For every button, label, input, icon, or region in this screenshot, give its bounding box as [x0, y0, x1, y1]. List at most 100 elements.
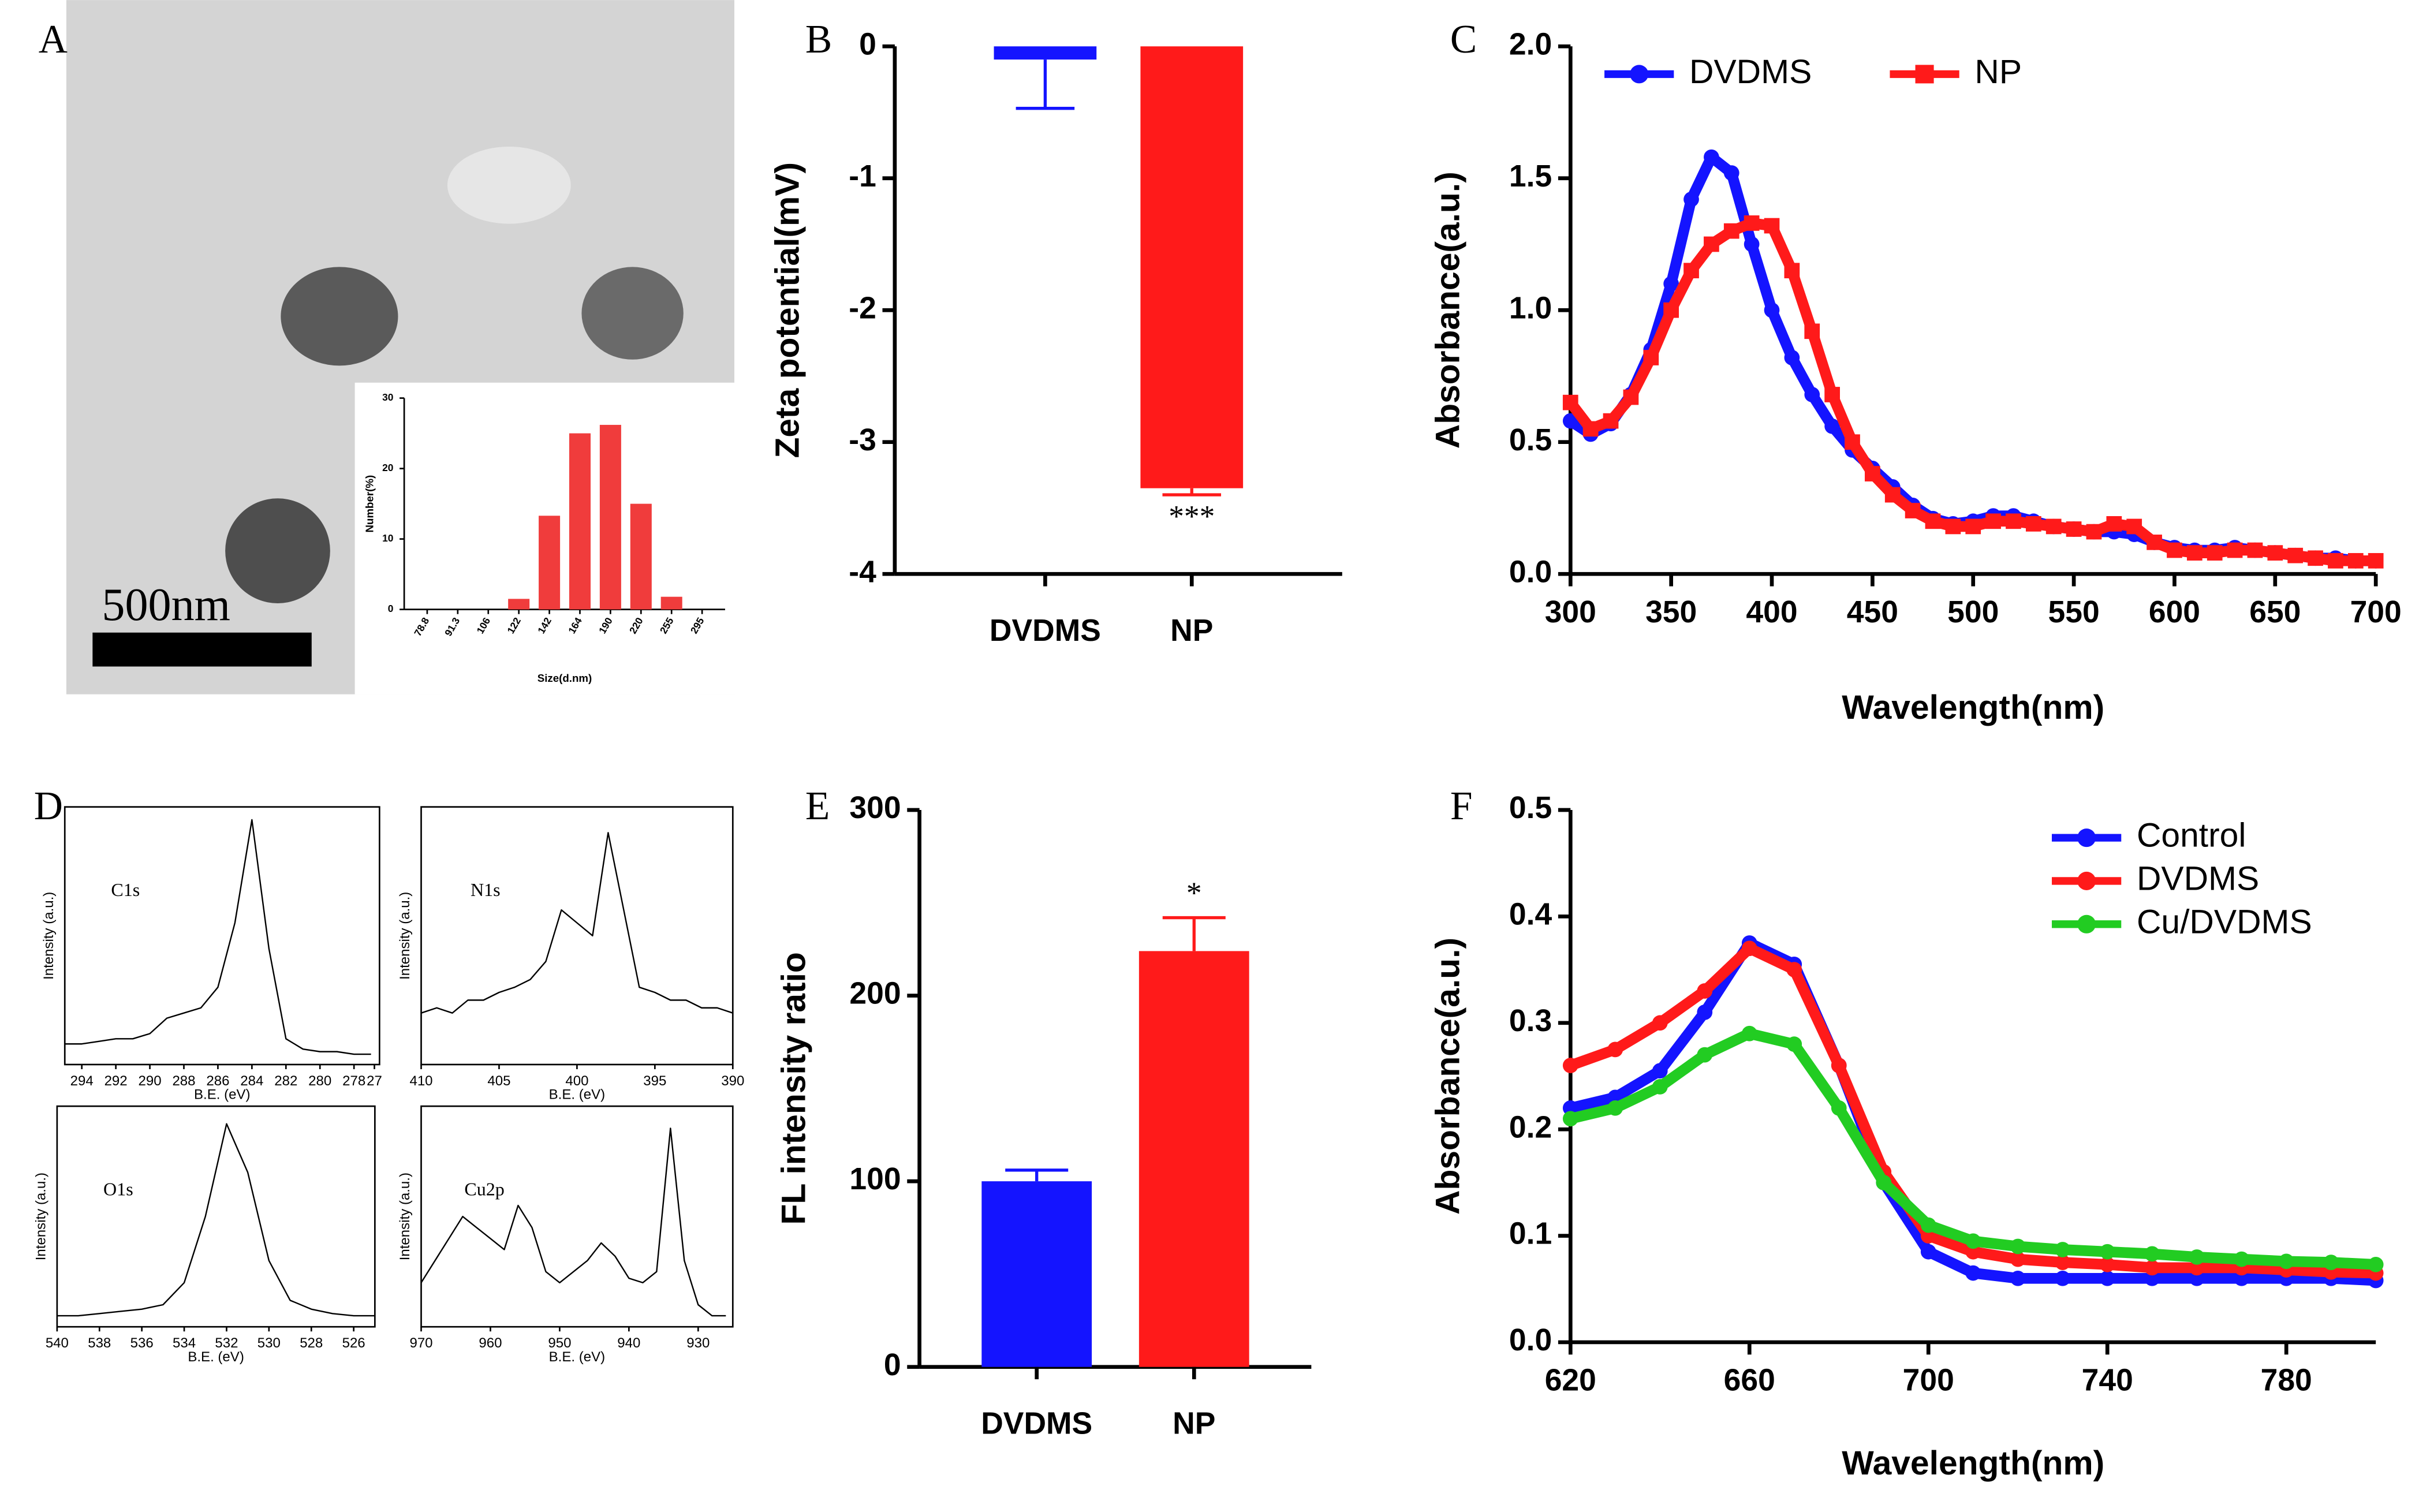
x-tick-label: 27 — [367, 1073, 382, 1089]
data-point — [2189, 1249, 2205, 1265]
y-tick-label: 200 — [849, 977, 901, 1011]
data-point — [1920, 1244, 1936, 1260]
panel-label: B — [805, 17, 832, 62]
data-point — [1824, 387, 1840, 402]
y-tick-label: 1.5 — [1509, 159, 1552, 193]
data-point — [1607, 1041, 1623, 1058]
data-point — [2167, 542, 2182, 558]
x-tick-label: 410 — [409, 1073, 432, 1089]
data-point — [1764, 218, 1780, 234]
data-point — [1607, 1100, 1623, 1116]
x-tick-label: 780 — [2261, 1364, 2312, 1398]
x-tick-label: 300 — [1545, 595, 1596, 629]
data-point — [2144, 1270, 2160, 1286]
data-point — [1831, 1100, 1847, 1116]
data-point — [1985, 513, 2001, 529]
x-tick-label: 286 — [206, 1073, 229, 1089]
x-tick-label: 450 — [1847, 595, 1898, 629]
legend-label: DVDMS — [1689, 53, 1812, 91]
y-tick-label: -1 — [849, 159, 876, 193]
x-tick-label: 660 — [1724, 1364, 1775, 1398]
bar — [660, 596, 682, 610]
data-point — [2368, 552, 2384, 569]
data-point — [1723, 165, 1739, 181]
y-tick-label: 0 — [388, 603, 394, 614]
data-point — [1741, 1025, 1757, 1041]
x-tick-label: 534 — [173, 1335, 196, 1351]
x-tick-label: 350 — [1645, 595, 1697, 629]
data-point — [1764, 302, 1780, 318]
data-point — [1786, 1036, 1802, 1052]
bar — [981, 1181, 1092, 1367]
data-point — [2025, 516, 2041, 532]
x-tick-label: 740 — [2082, 1364, 2133, 1398]
data-point — [1905, 503, 1921, 518]
data-point — [1945, 518, 1961, 535]
panel-label: E — [805, 784, 830, 828]
x-tick-label: 960 — [479, 1335, 502, 1351]
y-tick-label: 100 — [849, 1162, 901, 1196]
data-point — [2055, 1242, 2071, 1257]
data-point — [2106, 516, 2122, 532]
data-point — [2006, 513, 2021, 529]
data-point — [2323, 1255, 2339, 1271]
data-point — [2144, 1260, 2160, 1276]
x-tick-label: 532 — [215, 1335, 238, 1351]
y-axis-title: Intensity (a.u.) — [41, 892, 57, 980]
data-point — [1697, 1047, 1713, 1063]
y-tick-label: 0.1 — [1509, 1217, 1552, 1251]
x-axis-title: Size(d.nm) — [537, 672, 592, 684]
panel-label: F — [1450, 784, 1473, 828]
x-axis-title: Wavelength(nm) — [1842, 689, 2104, 726]
x-tick-label: 280 — [308, 1073, 331, 1089]
x-tick-label: 950 — [548, 1335, 571, 1351]
series-line — [57, 1123, 375, 1317]
data-point — [2267, 545, 2283, 561]
data-point — [1831, 1058, 1847, 1073]
x-tick-label: 288 — [172, 1073, 195, 1089]
legend-label: DVDMS — [2137, 860, 2259, 897]
x-tick-label: 526 — [342, 1335, 365, 1351]
y-tick-label: -3 — [849, 423, 876, 457]
x-tick-label: 294 — [70, 1073, 94, 1089]
x-axis-title: B.E. (eV) — [194, 1087, 251, 1103]
y-tick-label: 30 — [382, 391, 393, 403]
data-point — [1704, 236, 1719, 252]
y-tick-label: 20 — [382, 462, 393, 473]
data-point — [2010, 1251, 2026, 1267]
data-point — [1562, 1058, 1578, 1073]
series-line — [421, 832, 733, 1014]
data-point — [2368, 1256, 2384, 1272]
data-point — [2066, 521, 2082, 537]
panel-title: N1s — [471, 879, 501, 900]
y-tick-label: 10 — [382, 532, 393, 544]
data-point — [2010, 1270, 2026, 1286]
x-tick-label: 400 — [565, 1073, 588, 1089]
legend-label: NP — [1974, 53, 2022, 91]
y-axis-title: Intensity (a.u.) — [397, 892, 413, 980]
data-point — [1884, 487, 1901, 503]
data-point — [1623, 389, 1639, 405]
plot-frame — [420, 1105, 734, 1328]
data-point — [2099, 1244, 2115, 1260]
data-point — [1925, 513, 1941, 529]
data-point — [1697, 983, 1713, 999]
data-point — [1965, 1265, 1981, 1281]
panel-label: A — [39, 17, 68, 62]
x-tick-label: 536 — [130, 1335, 154, 1351]
data-point — [2189, 1270, 2205, 1286]
data-point — [2189, 1260, 2205, 1276]
data-point — [2144, 1246, 2160, 1262]
x-tick-label: 600 — [2149, 595, 2200, 629]
data-point — [1603, 413, 1619, 429]
x-tick-label: NP — [1170, 614, 1213, 648]
y-tick-label: 0.3 — [1509, 1004, 1552, 1038]
data-point — [1784, 263, 1800, 279]
significance-label: *** — [1169, 499, 1215, 533]
data-point — [2055, 1255, 2071, 1271]
y-tick-label: 300 — [849, 791, 901, 825]
data-point — [1582, 421, 1599, 437]
data-point — [1562, 413, 1578, 429]
panel-title: C1s — [111, 879, 140, 900]
